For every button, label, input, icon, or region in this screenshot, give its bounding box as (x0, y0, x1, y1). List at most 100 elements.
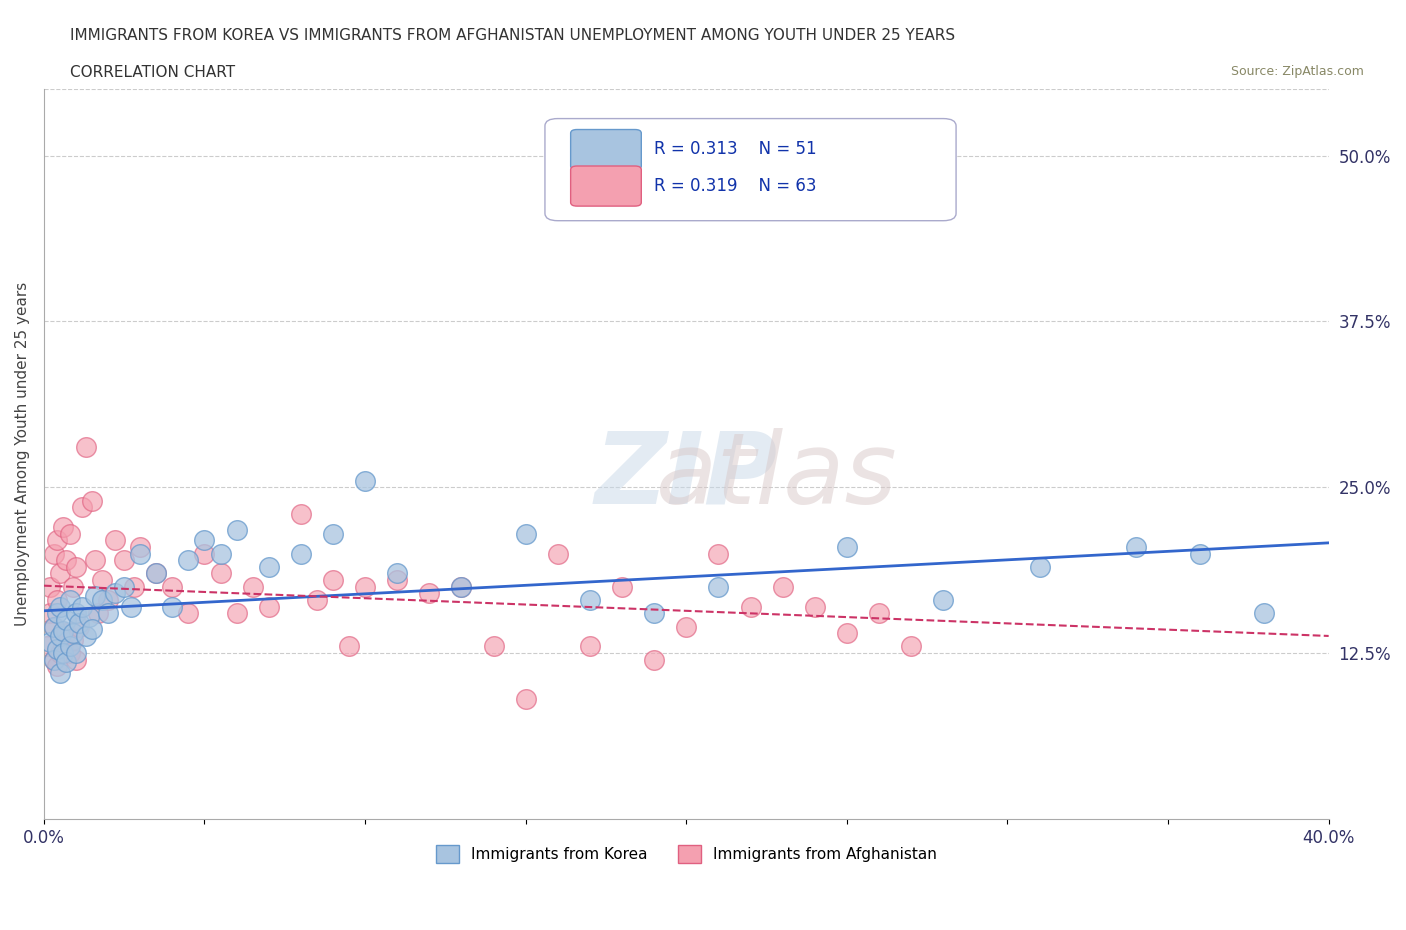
Point (145, 566, 167, 581)
Point (87, 605, 110, 620)
Point (42, 652, 65, 667)
Point (49, 566, 72, 581)
Point (225, 523, 247, 538)
Point (90, 592, 112, 607)
Point (225, 605, 247, 620)
Point (55, 613, 77, 628)
Point (482, 639, 505, 654)
Text: R = 0.319    N = 63: R = 0.319 N = 63 (654, 177, 817, 194)
Point (62, 632, 84, 647)
Point (1253, 605, 1275, 620)
Point (65, 645, 87, 660)
Point (162, 579, 184, 594)
Point (177, 605, 200, 620)
Point (45, 642, 67, 657)
Point (387, 573, 409, 588)
Point (90, 573, 112, 588)
Point (42, 619, 65, 634)
Point (39, 635, 62, 650)
Point (58, 645, 80, 660)
Point (418, 586, 440, 601)
Point (387, 566, 409, 581)
Text: Source: ZipAtlas.com: Source: ZipAtlas.com (1230, 65, 1364, 78)
Point (257, 599, 280, 614)
Point (77, 610, 100, 625)
Text: CORRELATION CHART: CORRELATION CHART (70, 65, 235, 80)
Point (42, 546, 65, 561)
Point (177, 552, 200, 567)
Legend: Immigrants from Korea, Immigrants from Afghanistan: Immigrants from Korea, Immigrants from A… (430, 839, 943, 870)
Point (1189, 546, 1212, 561)
Point (103, 533, 125, 548)
Point (450, 579, 472, 594)
Point (803, 599, 825, 614)
Point (290, 546, 312, 561)
Point (52, 645, 75, 660)
Point (39, 579, 62, 594)
Point (579, 639, 602, 654)
FancyBboxPatch shape (571, 166, 641, 206)
Point (42, 652, 65, 667)
Text: atlas: atlas (655, 428, 897, 525)
Point (84, 589, 107, 604)
Point (45, 605, 67, 620)
Point (80, 493, 103, 508)
Point (868, 605, 890, 620)
Point (62, 626, 84, 641)
Point (67, 619, 90, 634)
Point (242, 579, 264, 594)
Point (707, 546, 730, 561)
Point (52, 520, 75, 535)
Point (129, 546, 152, 561)
Point (67, 615, 90, 630)
Point (305, 592, 328, 607)
FancyBboxPatch shape (546, 119, 956, 220)
Point (193, 546, 215, 561)
Point (112, 579, 135, 594)
Point (35, 639, 58, 654)
Point (75, 629, 97, 644)
Point (45, 592, 67, 607)
Point (145, 566, 167, 581)
Point (162, 599, 184, 614)
Point (193, 533, 215, 548)
Point (72, 599, 94, 614)
Point (62, 579, 84, 594)
Point (515, 526, 537, 541)
FancyBboxPatch shape (571, 129, 641, 169)
Point (49, 666, 72, 681)
Point (209, 566, 232, 581)
Point (65, 560, 87, 575)
Point (49, 629, 72, 644)
Point (515, 692, 537, 707)
Point (55, 655, 77, 670)
Point (58, 526, 80, 541)
Point (103, 586, 125, 601)
Point (610, 579, 633, 594)
Point (547, 546, 569, 561)
Point (97, 592, 120, 607)
Point (65, 605, 87, 620)
Point (58, 592, 80, 607)
Point (579, 592, 602, 607)
Point (290, 506, 312, 521)
Point (129, 539, 152, 554)
Point (1028, 560, 1050, 575)
Point (835, 539, 858, 554)
Point (55, 552, 77, 567)
Point (80, 622, 103, 637)
Point (49, 645, 72, 660)
Point (354, 579, 377, 594)
Point (450, 579, 472, 594)
Point (52, 623, 75, 638)
Point (835, 626, 858, 641)
Point (52, 639, 75, 654)
Text: R = 0.313    N = 51: R = 0.313 N = 51 (654, 140, 817, 158)
Point (257, 560, 280, 575)
Point (84, 552, 107, 567)
Point (322, 526, 344, 541)
Point (1125, 539, 1147, 554)
Point (49, 599, 72, 614)
Point (65, 652, 87, 667)
Point (932, 592, 955, 607)
